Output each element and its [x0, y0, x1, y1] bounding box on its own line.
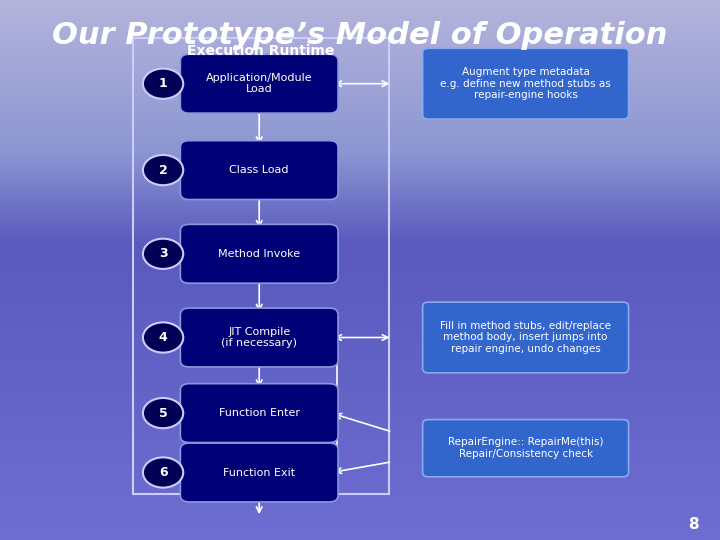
Circle shape: [143, 322, 183, 353]
Text: Fill in method stubs, edit/replace
method body, insert jumps into
repair engine,: Fill in method stubs, edit/replace metho…: [440, 321, 611, 354]
Text: 4: 4: [158, 331, 168, 344]
Text: Application/Module
Load: Application/Module Load: [206, 73, 312, 94]
FancyBboxPatch shape: [423, 302, 629, 373]
Text: Execution Runtime: Execution Runtime: [187, 44, 335, 58]
FancyBboxPatch shape: [180, 225, 338, 283]
Text: 1: 1: [158, 77, 168, 90]
Text: Class Load: Class Load: [230, 165, 289, 175]
FancyBboxPatch shape: [180, 308, 338, 367]
FancyBboxPatch shape: [180, 55, 338, 113]
FancyBboxPatch shape: [180, 383, 338, 443]
Circle shape: [143, 69, 183, 99]
Circle shape: [143, 398, 183, 428]
Text: RepairEngine:: RepairMe(this)
Repair/Consistency check: RepairEngine:: RepairMe(this) Repair/Con…: [448, 437, 603, 459]
Text: 3: 3: [159, 247, 167, 260]
Text: Method Invoke: Method Invoke: [218, 249, 300, 259]
Text: Function Enter: Function Enter: [219, 408, 300, 418]
Text: JIT Compile
(if necessary): JIT Compile (if necessary): [221, 327, 297, 348]
Text: Augment type metadata
e.g. define new method stubs as
repair-engine hooks: Augment type metadata e.g. define new me…: [440, 67, 611, 100]
FancyBboxPatch shape: [423, 420, 629, 477]
Circle shape: [143, 155, 183, 185]
FancyBboxPatch shape: [180, 443, 338, 502]
FancyBboxPatch shape: [180, 140, 338, 199]
Text: Function Exit: Function Exit: [223, 468, 295, 477]
FancyBboxPatch shape: [423, 49, 629, 119]
Text: 5: 5: [158, 407, 168, 420]
Text: 8: 8: [688, 517, 698, 532]
Circle shape: [143, 239, 183, 269]
Text: 2: 2: [158, 164, 168, 177]
Text: 6: 6: [159, 466, 167, 479]
Text: Our Prototype’s Model of Operation: Our Prototype’s Model of Operation: [53, 21, 667, 50]
Circle shape: [143, 457, 183, 488]
